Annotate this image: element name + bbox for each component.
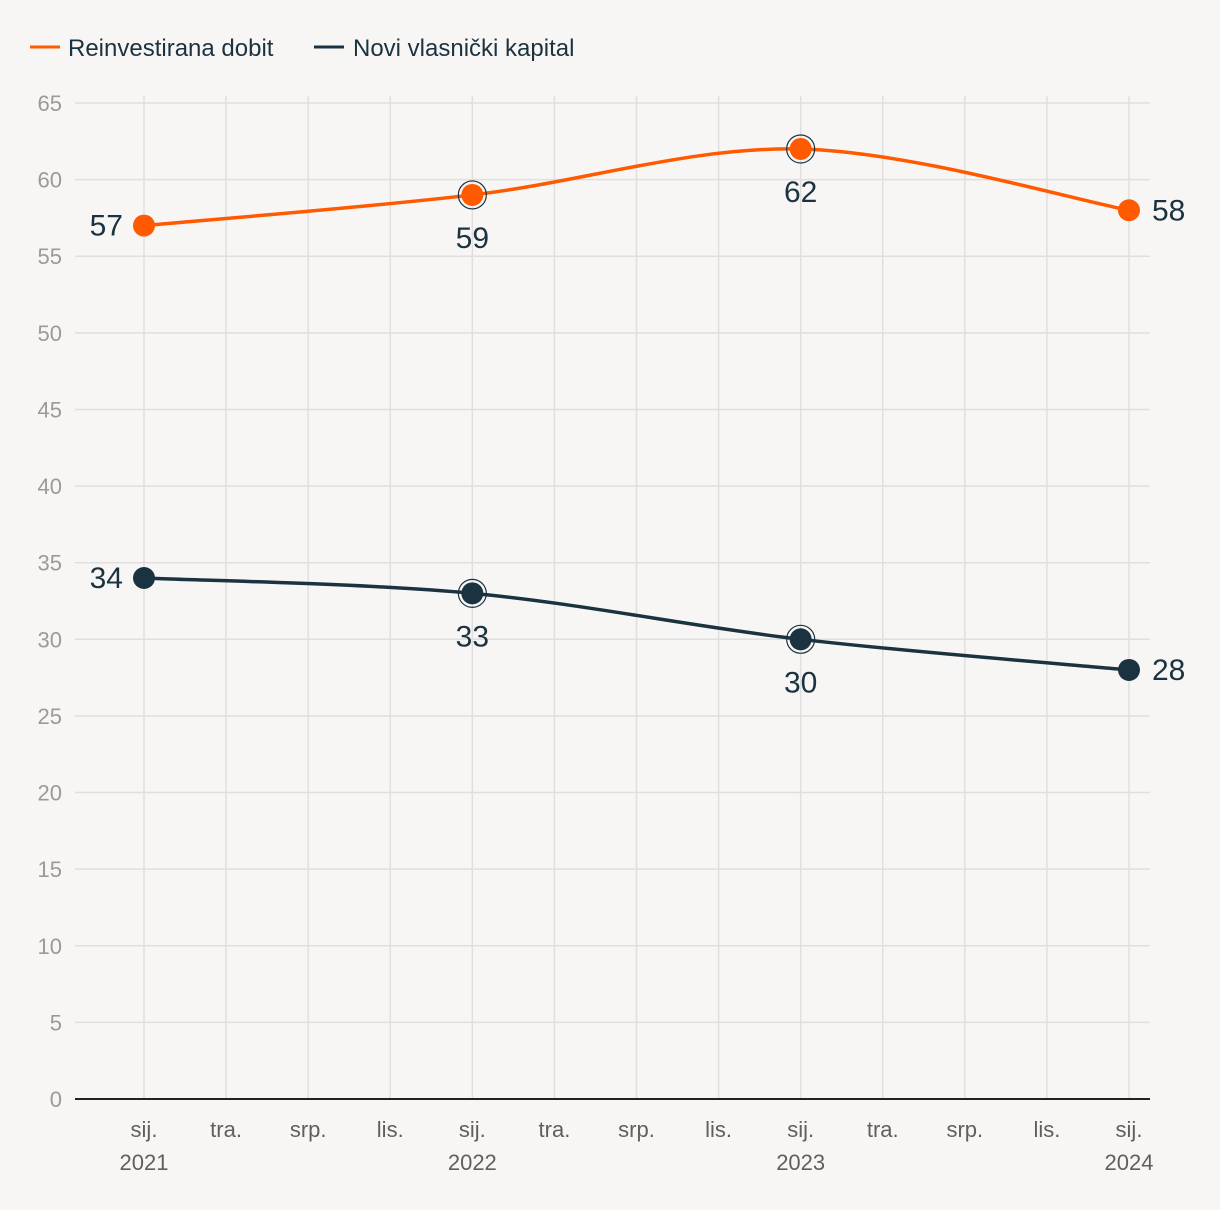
data-label-novi-vlasnicki-kapital: 30	[784, 666, 817, 699]
y-axis-ticks: 0 5 10 15 20 25 30 35 40 45 50 55 60 65	[38, 91, 62, 1112]
data-point-reinvestirana-dobit	[1118, 199, 1140, 222]
point-highlight-ring	[786, 624, 816, 654]
point-highlight-ring	[457, 578, 487, 608]
series-line-reinvestirana-dobit	[143, 147, 1130, 228]
data-point-novi-vlasnicki-kapital	[461, 582, 484, 605]
data-label-reinvestirana-dobit: 62	[784, 176, 817, 209]
y-tick-label: 60	[38, 168, 62, 193]
point-highlight-ring	[786, 134, 816, 164]
x-axis-ticks: sij. 2021 tra. srp. lis. sij. 2022 tra. srp. lis.…	[120, 1117, 1154, 1175]
y-tick-label: 20	[38, 781, 62, 806]
x-tick-year-label: 2022	[448, 1150, 497, 1175]
data-label-reinvestirana-dobit: 58	[1152, 194, 1185, 227]
data-label-reinvestirana-dobit: 57	[90, 210, 123, 243]
legend-label-reinvestirana-dobit: Reinvestirana dobit	[68, 35, 274, 62]
y-tick-label: 40	[38, 474, 62, 499]
data-point-novi-vlasnicki-kapital	[789, 628, 812, 651]
y-tick-label: 5	[50, 1010, 62, 1035]
x-tick-label: lis.	[705, 1117, 732, 1142]
x-tick-label: lis.	[377, 1117, 404, 1142]
x-tick-label: sij.	[787, 1117, 814, 1142]
grid	[75, 96, 1150, 1099]
data-point-reinvestirana-dobit	[461, 183, 484, 206]
data-point-reinvestirana-dobit	[789, 137, 812, 160]
y-tick-label: 35	[38, 551, 62, 576]
data-point-reinvestirana-dobit	[133, 214, 155, 237]
x-tick-year-label: 2023	[776, 1150, 825, 1175]
x-tick-label: sij.	[1116, 1117, 1143, 1142]
y-tick-label: 0	[50, 1087, 62, 1112]
x-tick-label: srp.	[618, 1117, 655, 1142]
data-label-reinvestirana-dobit: 59	[456, 222, 489, 255]
y-tick-label: 55	[38, 244, 62, 269]
y-tick-label: 15	[38, 857, 62, 882]
data-label-novi-vlasnicki-kapital: 34	[90, 562, 123, 595]
y-tick-label: 25	[38, 704, 62, 729]
data-point-novi-vlasnicki-kapital	[1118, 658, 1140, 681]
x-tick-label: tra.	[210, 1117, 242, 1142]
x-tick-label: srp.	[290, 1117, 327, 1142]
series-line-novi-vlasnicki-kapital	[143, 576, 1130, 672]
series	[133, 134, 1140, 681]
y-tick-label: 50	[38, 321, 62, 346]
chart-legend: Reinvestirana dobit Novi vlasnički kapit…	[30, 35, 574, 62]
x-tick-label: sij.	[459, 1117, 486, 1142]
point-highlight-ring	[457, 180, 487, 210]
data-labels: 57 59 62 58 34 33 30 28	[90, 176, 1186, 699]
x-tick-label: tra.	[867, 1117, 899, 1142]
data-point-novi-vlasnicki-kapital	[133, 567, 155, 590]
y-tick-label: 45	[38, 397, 62, 422]
x-tick-year-label: 2024	[1105, 1150, 1154, 1175]
x-tick-label: tra.	[539, 1117, 571, 1142]
x-tick-label: sij.	[131, 1117, 158, 1142]
data-label-novi-vlasnicki-kapital: 33	[456, 620, 489, 653]
y-tick-label: 30	[38, 627, 62, 652]
y-tick-label: 10	[38, 934, 62, 959]
y-tick-label: 65	[38, 91, 62, 116]
legend-label-novi-vlasnicki-kapital: Novi vlasnički kapital	[353, 35, 574, 62]
data-label-novi-vlasnicki-kapital: 28	[1152, 654, 1185, 687]
x-tick-year-label: 2021	[120, 1150, 169, 1175]
x-tick-label: srp.	[946, 1117, 983, 1142]
x-tick-label: lis.	[1033, 1117, 1060, 1142]
